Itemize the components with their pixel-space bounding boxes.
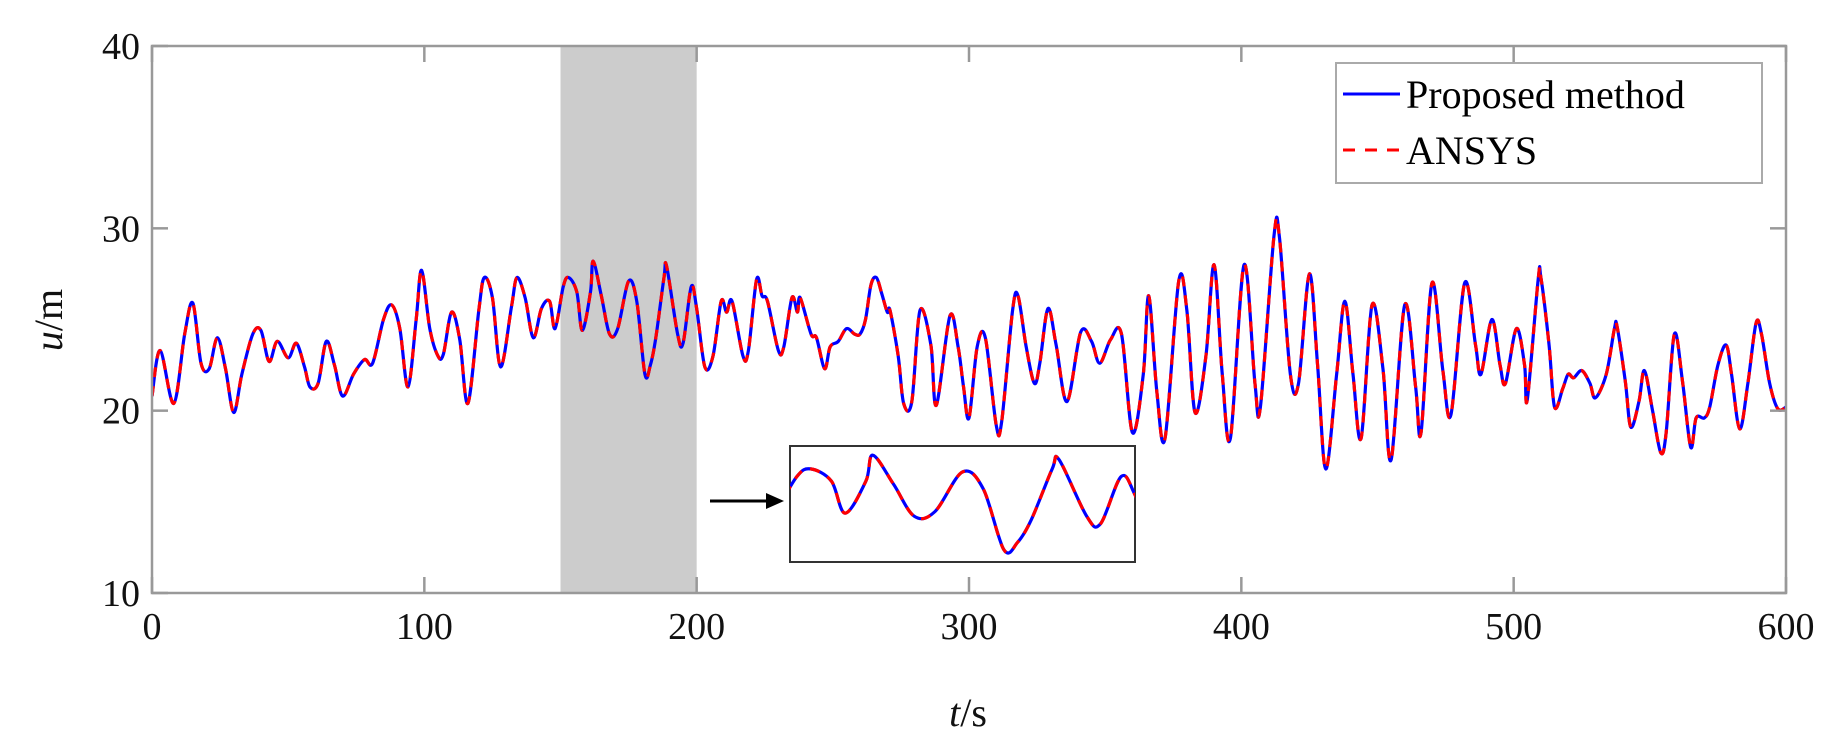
x-axis-label-symbol: t (949, 690, 961, 735)
inset-series (790, 453, 1135, 555)
x-tick-label: 500 (1485, 606, 1542, 648)
y-tick-label: 20 (102, 391, 140, 433)
y-tick-label: 10 (102, 573, 140, 615)
x-tick-labels: 0 100 200 300 400 500 600 (143, 606, 1815, 648)
y-tick-label: 40 (102, 26, 140, 68)
inset (710, 445, 1136, 563)
x-axis-label: t/s (949, 690, 987, 735)
series-ansys-line (152, 215, 1786, 471)
plot-series (152, 215, 1786, 471)
series-proposed-method-line (152, 215, 1786, 471)
x-tick-label: 400 (1213, 606, 1270, 648)
legend-label-ansys: ANSYS (1406, 128, 1537, 173)
axis-ticks (150, 44, 1788, 595)
y-axis-label: u/m (26, 289, 71, 351)
legend: Proposed method ANSYS (1335, 62, 1763, 184)
inset-frame (789, 445, 1136, 563)
legend-box (1335, 62, 1763, 184)
series-ansys-line (790, 453, 1135, 555)
x-axis-label-unit: /s (960, 690, 987, 735)
y-tick-labels: 10 20 30 40 (102, 26, 140, 615)
x-tick-label: 300 (941, 606, 998, 648)
x-tick-label: 200 (668, 606, 725, 648)
inset-arrow-head (766, 493, 784, 509)
x-tick-label: 100 (396, 606, 453, 648)
x-tick-label: 0 (143, 606, 162, 648)
y-axis-label-unit: /m (26, 289, 71, 331)
y-tick-label: 30 (102, 208, 140, 250)
legend-label-proposed: Proposed method (1406, 72, 1685, 117)
y-axis-label-symbol: u (26, 331, 71, 351)
x-tick-label: 600 (1758, 606, 1815, 648)
